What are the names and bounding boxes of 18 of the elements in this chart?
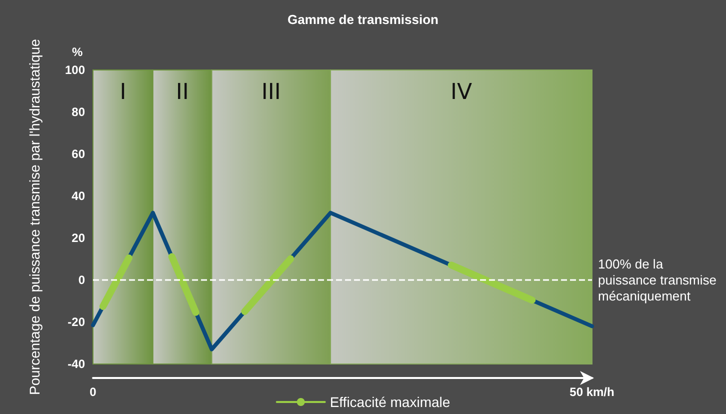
text: % xyxy=(72,45,83,59)
band-label: IV xyxy=(450,80,472,105)
y-tick-label: 60 xyxy=(72,147,86,161)
band-label: III xyxy=(261,80,281,105)
band-label: I xyxy=(120,80,126,105)
y-tick-label: 40 xyxy=(72,189,86,203)
x-tick-label: 50 km/h xyxy=(570,385,614,399)
y-tick-label: 0 xyxy=(78,273,86,287)
ref-line-label: 100% de la puissance transmise mécaniquement xyxy=(598,256,720,304)
y-axis-title: Pourcentage de puissance transmise par l'hydraustatique xyxy=(26,38,42,395)
y-tick-label: 100 xyxy=(64,63,86,77)
y-tick-label: -20 xyxy=(68,315,86,329)
y-tick-label: 20 xyxy=(72,231,86,245)
y-tick-label: -40 xyxy=(68,357,86,371)
chart-title: Gamme de transmission xyxy=(288,12,439,27)
band-label: II xyxy=(176,80,189,105)
y-tick-label: 80 xyxy=(72,105,86,119)
legend-label: Efficacité maximale xyxy=(330,394,450,410)
